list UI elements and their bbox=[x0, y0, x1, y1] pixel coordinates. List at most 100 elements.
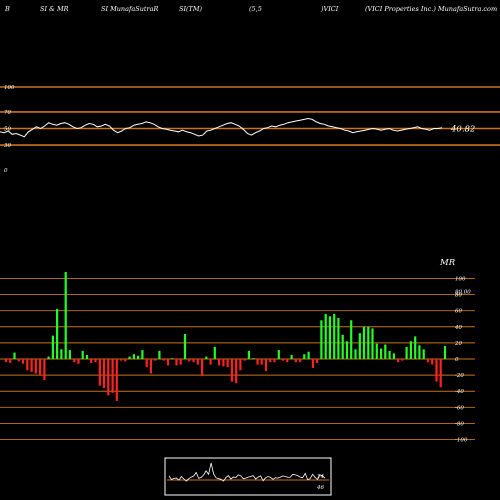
mr-bar bbox=[350, 320, 353, 359]
mr-bar bbox=[311, 359, 314, 368]
mr-bar bbox=[201, 359, 204, 376]
mr-bar bbox=[39, 359, 42, 376]
mr-bar bbox=[243, 359, 246, 361]
mr-bar bbox=[358, 333, 361, 359]
mr-bar bbox=[384, 344, 387, 359]
mr-bar bbox=[188, 359, 191, 362]
mr-bar bbox=[205, 356, 208, 359]
mr-bar bbox=[68, 350, 71, 359]
header-part-5: (5,5 bbox=[249, 5, 262, 13]
mini-line bbox=[168, 462, 326, 482]
mr-bar bbox=[81, 350, 84, 359]
mr-bar bbox=[77, 359, 80, 364]
mr-bar bbox=[264, 359, 268, 372]
mr-bar bbox=[277, 350, 280, 359]
mr-y-tick--20: -20 bbox=[455, 373, 464, 379]
header-part-2: SI & MR bbox=[40, 5, 69, 13]
mr-bar bbox=[426, 359, 430, 363]
mini-label-2: 46 bbox=[316, 485, 324, 491]
mr-bar bbox=[269, 359, 272, 363]
mr-bar bbox=[60, 349, 63, 359]
mr-bar bbox=[247, 350, 250, 359]
mr-bar bbox=[175, 359, 178, 366]
mr-bar bbox=[9, 359, 12, 363]
mr-bar bbox=[333, 313, 336, 359]
mr-bar bbox=[320, 320, 323, 359]
mr-bar bbox=[290, 355, 293, 359]
mr-bar bbox=[281, 359, 285, 361]
mr-y-tick--100: -100 bbox=[455, 438, 468, 444]
mr-bar bbox=[51, 335, 54, 359]
mr-bar bbox=[294, 359, 297, 363]
mr-bar bbox=[439, 359, 442, 388]
mr-bar bbox=[141, 350, 144, 359]
mr-bar bbox=[64, 272, 67, 359]
mr-y-tick-40: 40 bbox=[454, 325, 462, 331]
mr-bar bbox=[183, 334, 187, 359]
mr-bar bbox=[120, 359, 123, 361]
mr-bar bbox=[324, 313, 327, 359]
mr-bar bbox=[235, 359, 238, 384]
mr-bar bbox=[354, 349, 357, 359]
mr-bar bbox=[337, 317, 340, 359]
mr-bar bbox=[392, 353, 395, 359]
mr-bar bbox=[209, 359, 212, 365]
mr-y-tick--40: -40 bbox=[455, 389, 464, 395]
rsi-y-tick-30: 30 bbox=[4, 143, 11, 149]
mr-panel-title: MR bbox=[439, 258, 456, 268]
mr-bar bbox=[154, 359, 157, 361]
mr-bar bbox=[158, 350, 161, 359]
mr-bar bbox=[56, 309, 59, 359]
rsi-y-tick-100: 100 bbox=[4, 85, 15, 91]
rsi-y-tick-50: 50 bbox=[4, 127, 11, 133]
mr-bar bbox=[222, 359, 225, 367]
mr-bar bbox=[43, 359, 46, 380]
mr-bar bbox=[111, 359, 114, 393]
mr-bar bbox=[192, 359, 195, 363]
mr-y-tick-100: 100 bbox=[455, 276, 466, 282]
mr-bar bbox=[316, 359, 319, 363]
mr-y-tick--80: -80 bbox=[455, 421, 464, 427]
mr-bar bbox=[218, 359, 221, 366]
mr-bar bbox=[307, 351, 310, 359]
mr-bar bbox=[132, 354, 135, 359]
mr-bar bbox=[73, 359, 76, 363]
mr-bar bbox=[21, 359, 25, 364]
mr-bar bbox=[94, 359, 97, 363]
mr-bar bbox=[380, 348, 383, 359]
mr-bar bbox=[230, 359, 233, 382]
mr-bar bbox=[30, 359, 33, 372]
mr-bar bbox=[226, 359, 229, 368]
mr-bar bbox=[34, 359, 37, 374]
mr-bar bbox=[102, 359, 106, 388]
mr-y-tick--60: -60 bbox=[455, 405, 464, 411]
mr-bar bbox=[124, 359, 127, 362]
mr-bar bbox=[17, 359, 20, 362]
mr-bar bbox=[90, 359, 93, 363]
mr-bar bbox=[115, 359, 118, 401]
mr-bar bbox=[367, 326, 370, 359]
mr-bar bbox=[179, 359, 182, 365]
mini-label-1: 14 bbox=[317, 474, 324, 480]
mr-last-value-label: 80.00 bbox=[455, 290, 471, 296]
mr-bar bbox=[435, 359, 438, 382]
mr-bar bbox=[145, 359, 148, 368]
mr-bar bbox=[345, 341, 349, 359]
mr-bar bbox=[239, 359, 242, 371]
mr-y-tick-20: 20 bbox=[454, 341, 462, 347]
rsi-line bbox=[0, 117, 443, 138]
mr-bar bbox=[273, 359, 276, 363]
mr-bar bbox=[328, 316, 331, 359]
header-part-7: (VICI Properties Inc.) MunafaSutra.com bbox=[365, 5, 498, 13]
mr-bar bbox=[162, 359, 165, 361]
mr-y-tick-0: 0 bbox=[455, 357, 459, 363]
mr-bar bbox=[4, 359, 8, 363]
mr-bar bbox=[256, 359, 259, 365]
mr-y-tick-60: 60 bbox=[455, 309, 462, 315]
mr-bar bbox=[375, 343, 378, 359]
mr-bar bbox=[47, 356, 50, 359]
rsi-y-tick-0: 0 bbox=[4, 168, 8, 174]
mr-bar bbox=[213, 346, 216, 359]
mr-bar bbox=[409, 341, 412, 359]
